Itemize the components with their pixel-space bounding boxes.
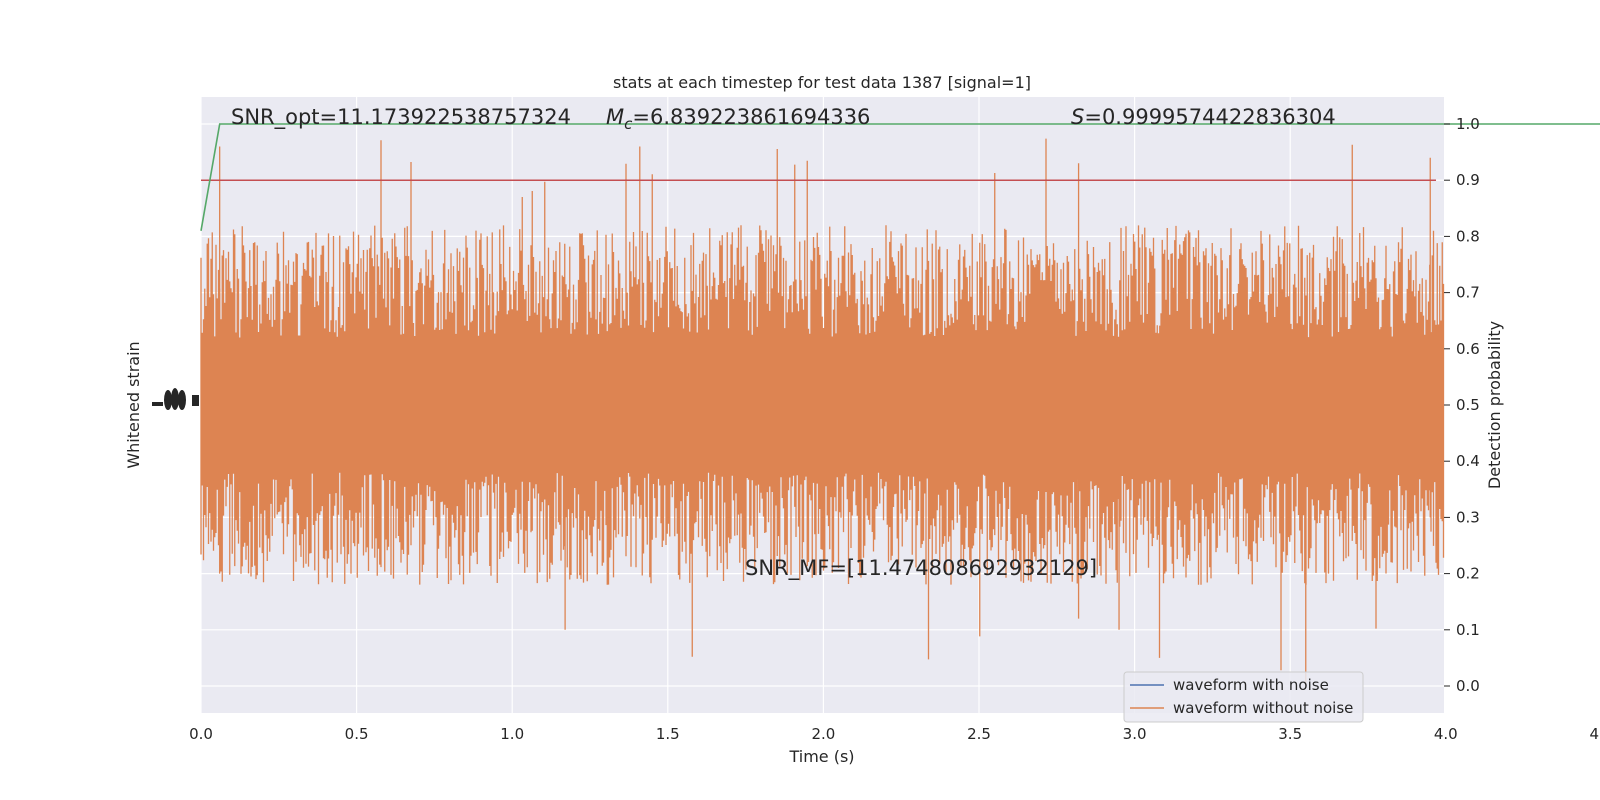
x-tick-label: 3.0: [1123, 725, 1147, 743]
y-tick-label: 1.0: [1456, 115, 1480, 133]
chirp-mass-subscript: c: [624, 115, 633, 133]
detection-probability-line: [200, 123, 1600, 231]
x-tick-label: 2.0: [811, 725, 835, 743]
x-tick-label: 0.5: [345, 725, 369, 743]
y-tick-label: 0.4: [1456, 452, 1480, 470]
legend-label-without-noise: waveform without noise: [1173, 699, 1353, 717]
snr-mf-annotation: SNR_MF=[11.474808692932129]: [745, 556, 1097, 581]
y-tick-label: 0.9: [1456, 171, 1480, 189]
y-tick-label: 0.5: [1456, 396, 1480, 414]
snr-opt-annotation: SNR_opt=11.173922538757324: [231, 105, 571, 130]
x-tick-label: 4.5: [1589, 725, 1600, 743]
noise-waveform-trace: [200, 138, 1445, 686]
s-value: =0.9999574422836304: [1084, 105, 1335, 129]
y-axis-right-ticks: 0.0 0.1 0.2 0.3 0.4 0.5 0.6 0.7 0.8 0.9 1.0: [1444, 115, 1480, 695]
x-tick-label: 1.0: [500, 725, 524, 743]
left-axis-tick-clutter: [152, 388, 199, 410]
x-tick-label: 2.5: [967, 725, 991, 743]
waveform-without-noise-series: [200, 138, 1445, 686]
x-axis-ticks: 0.00.51.01.52.02.53.03.54.04.55.05.56.06…: [189, 725, 1600, 743]
x-tick-label: 0.0: [189, 725, 213, 743]
legend-box: [1123, 671, 1364, 723]
line-series: [200, 123, 1600, 231]
legend-label-with-noise: waveform with noise: [1173, 676, 1329, 694]
y-tick-label: 0.1: [1456, 621, 1480, 639]
y-tick-label: 0.8: [1456, 227, 1480, 245]
s-symbol: S: [1071, 105, 1084, 129]
y-tick-label: 0.0: [1456, 677, 1480, 695]
legend: waveform with noise waveform without noi…: [1123, 671, 1364, 723]
x-axis-label: Time (s): [788, 747, 854, 766]
x-tick-label: 1.5: [656, 725, 680, 743]
chirp-mass-annotation: Mc=6.839223861694336: [606, 105, 870, 133]
y-axis-left-label: Whitened strain: [124, 341, 143, 468]
chirp-mass-symbol: M: [606, 105, 624, 129]
x-tick-label: 4.0: [1434, 725, 1458, 743]
chirp-mass-value: =6.839223861694336: [632, 105, 870, 129]
y-axis-right-label: Detection probability: [1485, 321, 1504, 489]
y-tick-label: 0.6: [1456, 340, 1480, 358]
s-annotation: S=0.9999574422836304: [1071, 105, 1336, 129]
y-tick-label: 0.7: [1456, 284, 1480, 302]
y-tick-label: 0.3: [1456, 508, 1480, 526]
x-tick-label: 3.5: [1278, 725, 1302, 743]
y-tick-label: 0.2: [1456, 565, 1480, 583]
chart-title: stats at each timestep for test data 138…: [613, 73, 1031, 92]
